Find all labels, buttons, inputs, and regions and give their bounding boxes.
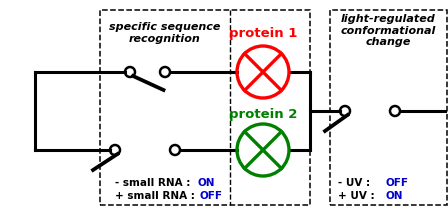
Text: ON: ON	[386, 191, 404, 201]
Text: - small RNA :: - small RNA :	[115, 178, 194, 188]
Bar	[100, 10, 310, 205]
Text: protein 1: protein 1	[229, 27, 297, 40]
Bar	[330, 10, 447, 205]
Text: light-regulated
conformational
change: light-regulated conformational change	[341, 14, 436, 47]
Text: + small RNA :: + small RNA :	[115, 191, 198, 201]
Text: OFF: OFF	[199, 191, 222, 201]
Text: + UV :: + UV :	[338, 191, 378, 201]
Text: protein 2: protein 2	[229, 108, 297, 121]
Text: specific sequence
recognition: specific sequence recognition	[109, 22, 221, 44]
Text: - UV :: - UV :	[338, 178, 374, 188]
Text: ON: ON	[197, 178, 215, 188]
Text: OFF: OFF	[386, 178, 409, 188]
